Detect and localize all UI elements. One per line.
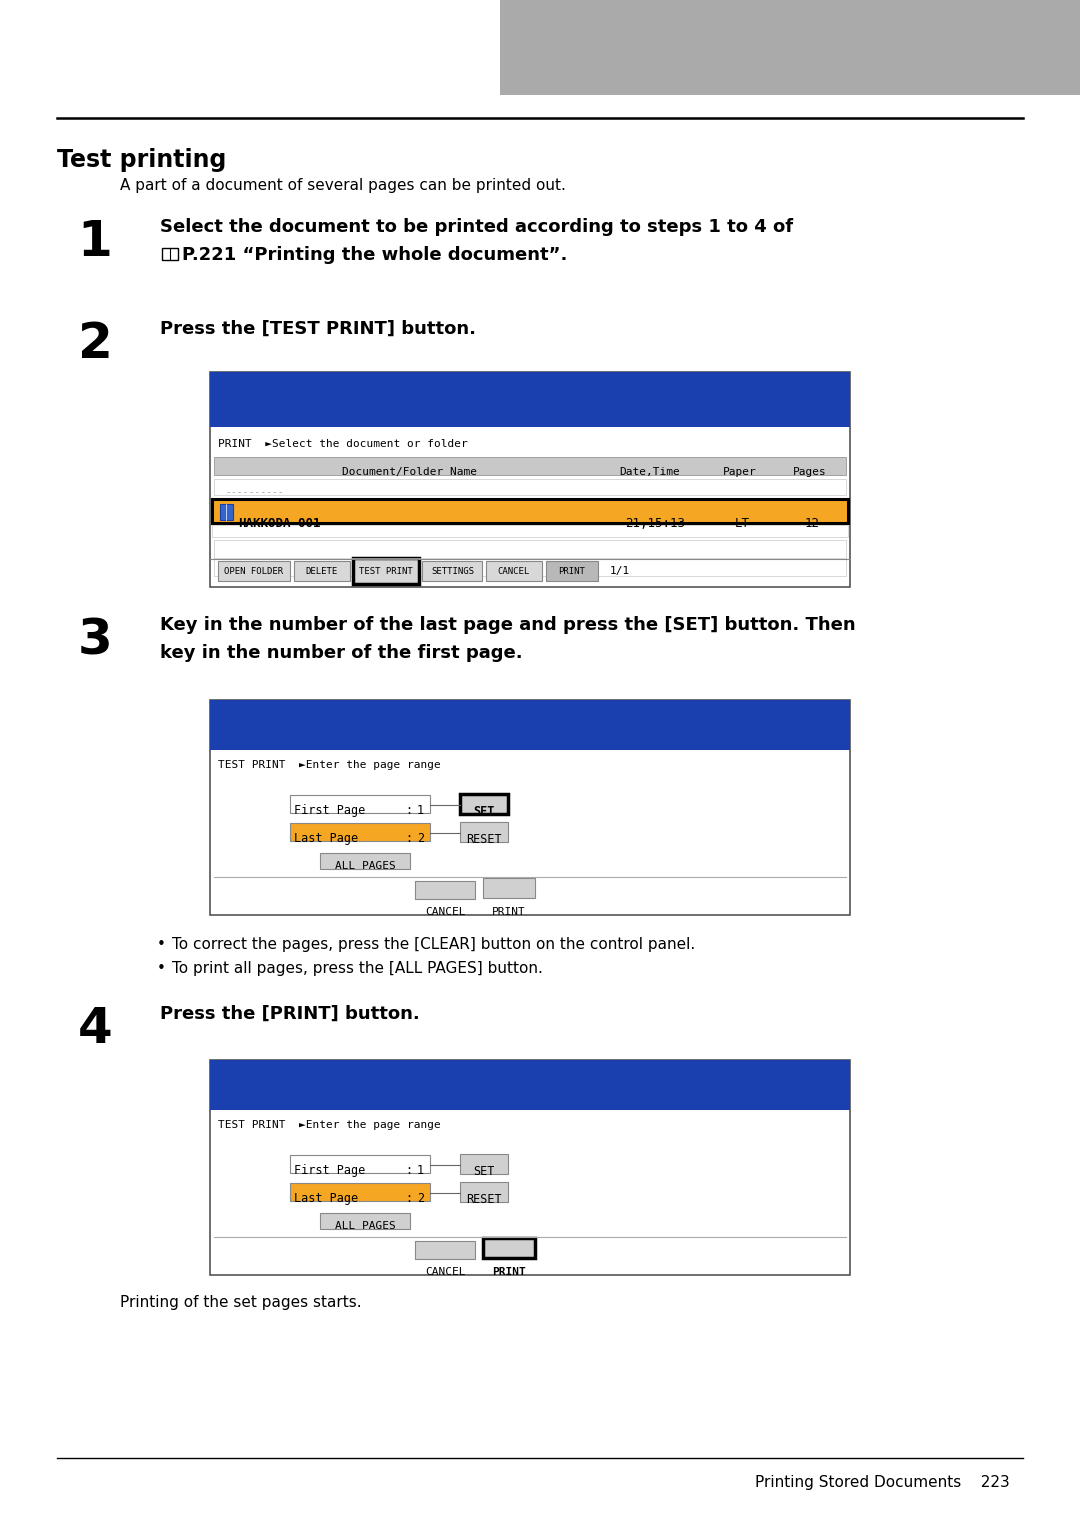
Text: PRINT: PRINT (492, 906, 526, 917)
Bar (422, 562, 482, 581)
Bar (294, 562, 350, 581)
Text: PRINT: PRINT (492, 1267, 526, 1277)
Bar (460, 1183, 508, 1202)
Text: 2: 2 (78, 320, 112, 368)
Text: PRINT  ►Select the document or folder: PRINT ►Select the document or folder (218, 439, 468, 449)
Bar (483, 1238, 535, 1257)
Text: DELETE: DELETE (306, 566, 338, 575)
Text: RESET: RESET (467, 1193, 502, 1206)
Text: TEST PRINT  ►Enter the page range: TEST PRINT ►Enter the page range (218, 760, 441, 771)
Bar (210, 700, 850, 749)
Text: HAKKODA-001: HAKKODA-001 (238, 517, 321, 530)
Bar (218, 562, 291, 581)
Bar (291, 1155, 430, 1173)
Text: ALL PAGES: ALL PAGES (335, 1221, 395, 1231)
Bar (546, 562, 598, 581)
Text: 12: 12 (805, 517, 820, 530)
Text: Printing Stored Documents    223: Printing Stored Documents 223 (755, 1476, 1010, 1489)
Text: Last Page: Last Page (294, 832, 359, 845)
Text: OPEN FOLDER: OPEN FOLDER (225, 566, 284, 575)
Text: Key in the number of the last page and press the [SET] button. Then: Key in the number of the last page and p… (160, 617, 855, 633)
Text: Printing of the set pages starts.: Printing of the set pages starts. (120, 1296, 362, 1309)
Text: Press the [TEST PRINT] button.: Press the [TEST PRINT] button. (160, 320, 476, 337)
Text: CANCEL: CANCEL (424, 906, 465, 917)
Text: 21,15:13: 21,15:13 (625, 517, 685, 530)
Text: Pages: Pages (793, 467, 827, 478)
Text: CANCEL: CANCEL (498, 566, 530, 575)
Text: :: : (405, 832, 413, 845)
Bar (460, 1154, 508, 1173)
Text: key in the number of the first page.: key in the number of the first page. (160, 644, 523, 662)
Bar (291, 1183, 430, 1201)
Text: Date,Time: Date,Time (620, 467, 680, 478)
Text: :: : (405, 1192, 413, 1206)
Text: •: • (157, 937, 166, 952)
Text: •: • (157, 961, 166, 977)
Bar (162, 249, 178, 259)
Text: ALL PAGES: ALL PAGES (335, 861, 395, 871)
Bar (291, 795, 430, 813)
Text: Last Page: Last Page (294, 1192, 359, 1206)
Text: :: : (405, 1164, 413, 1177)
Text: First Page: First Page (294, 1164, 365, 1177)
Text: Paper: Paper (724, 467, 757, 478)
Bar (212, 525, 848, 537)
Text: 1: 1 (417, 804, 424, 816)
Bar (415, 1241, 475, 1259)
Text: 2: 2 (417, 832, 424, 845)
Text: 1: 1 (417, 1164, 424, 1177)
Bar (214, 456, 846, 475)
Text: Press the [PRINT] button.: Press the [PRINT] button. (160, 1006, 420, 1022)
Bar (353, 559, 419, 584)
Text: RESET: RESET (467, 833, 502, 845)
Text: ----------: ---------- (225, 487, 284, 497)
Text: A part of a document of several pages can be printed out.: A part of a document of several pages ca… (120, 179, 566, 192)
Bar (460, 823, 508, 842)
Text: SET: SET (473, 1164, 495, 1178)
Bar (415, 881, 475, 899)
Bar (460, 794, 508, 813)
Bar (210, 372, 850, 588)
Text: PRINT: PRINT (558, 566, 585, 575)
Text: Document/Folder Name: Document/Folder Name (342, 467, 477, 478)
Bar (210, 1061, 850, 1109)
Bar (291, 823, 430, 841)
Bar (320, 853, 410, 868)
Text: CANCEL: CANCEL (424, 1267, 465, 1277)
Text: TEST PRINT: TEST PRINT (360, 566, 413, 575)
Text: Select the document to be printed according to steps 1 to 4 of: Select the document to be printed accord… (160, 218, 793, 237)
Text: First Page: First Page (294, 804, 365, 816)
Bar (214, 540, 846, 575)
Text: 1/1: 1/1 (610, 566, 631, 575)
Bar (486, 562, 542, 581)
Bar (212, 499, 848, 523)
Text: :: : (405, 804, 413, 816)
Bar (210, 1061, 850, 1276)
Text: To correct the pages, press the [CLEAR] button on the control panel.: To correct the pages, press the [CLEAR] … (172, 937, 696, 952)
Text: P.221 “Printing the whole document”.: P.221 “Printing the whole document”. (183, 246, 567, 264)
Text: TEST PRINT  ►Enter the page range: TEST PRINT ►Enter the page range (218, 1120, 441, 1129)
Text: 4: 4 (78, 1006, 112, 1053)
Bar (483, 877, 535, 897)
Bar (210, 372, 850, 427)
Text: 2: 2 (417, 1192, 424, 1206)
Text: SET: SET (473, 806, 495, 818)
Bar (210, 700, 850, 916)
Text: 3: 3 (78, 617, 112, 664)
Bar (220, 504, 233, 520)
Text: 1: 1 (78, 218, 112, 266)
Bar (320, 1213, 410, 1228)
Text: LT: LT (735, 517, 750, 530)
Bar (214, 479, 846, 494)
Text: Test printing: Test printing (57, 148, 227, 172)
Text: To print all pages, press the [ALL PAGES] button.: To print all pages, press the [ALL PAGES… (172, 961, 543, 977)
Bar (500, 0, 1080, 95)
Text: SETTINGS: SETTINGS (432, 566, 474, 575)
